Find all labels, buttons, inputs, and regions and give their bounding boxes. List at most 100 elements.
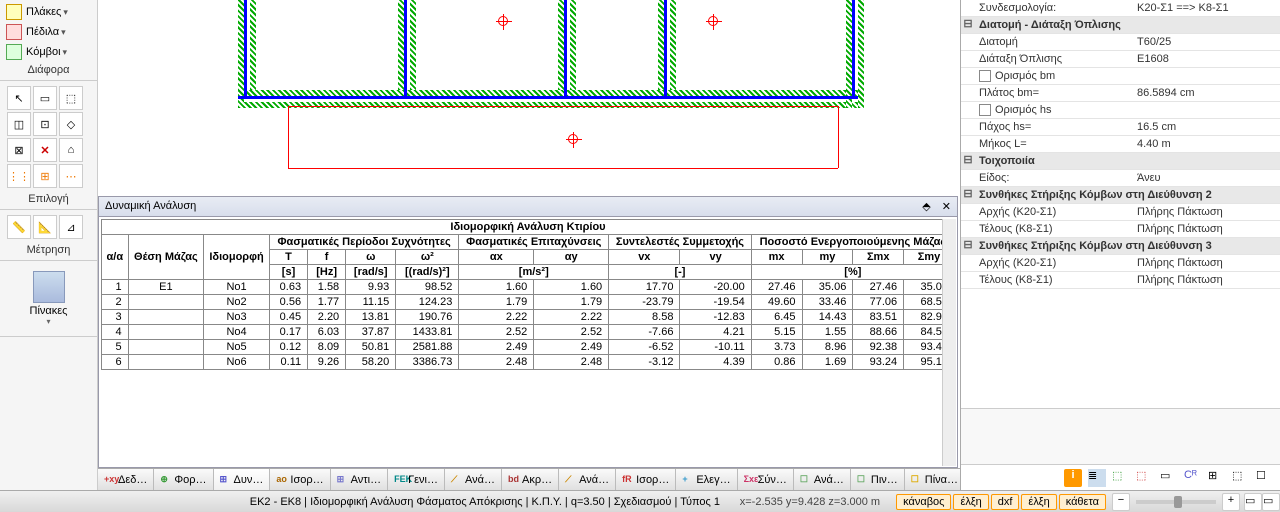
status-toggle[interactable]: έλξη	[953, 494, 988, 510]
bottom-tab[interactable]: bdΑκρ…	[502, 469, 559, 490]
analysis-table: Ιδιομορφική Ανάλυση Κτιρίου α/α Θέση Μάζ…	[101, 219, 955, 370]
tool-arrow[interactable]: ↖	[7, 86, 31, 110]
bottom-tab[interactable]: ⊕Φορ…	[154, 469, 213, 490]
rb-icon-1[interactable]: ≣	[1088, 469, 1106, 487]
zoom-slider[interactable]	[1136, 500, 1216, 504]
tool-g3[interactable]: ⋯	[59, 164, 83, 188]
panel-close-icon[interactable]: ✕	[942, 201, 951, 213]
tool-g1[interactable]: ⋮⋮	[7, 164, 31, 188]
node-icon	[568, 134, 578, 144]
bottom-tab[interactable]: ⟋Ανά…	[559, 469, 616, 490]
rb-icon-7[interactable]: ⬚	[1232, 469, 1250, 487]
rb-icon-2[interactable]: ⬚	[1112, 469, 1130, 487]
bottom-tab[interactable]: ☐Πίνα…	[905, 469, 960, 490]
property-row[interactable]: Τέλους (Κ8-Σ1)Πλήρης Πάκτωση	[961, 221, 1280, 238]
properties-panel: Συνδεσμολογία:Κ20-Σ1 ==> Κ8-Σ1⊟Διατομή -…	[960, 0, 1280, 490]
pedila-menu[interactable]: Πέδιλα	[4, 22, 93, 42]
zoom-out-icon[interactable]: −	[1112, 493, 1130, 511]
bottom-tab[interactable]: ⟋Ανά…	[445, 469, 502, 490]
property-group[interactable]: ⊟Διατομή - Διάταξη Όπλισης	[961, 17, 1280, 34]
tool-b4[interactable]: ◫	[7, 112, 31, 136]
property-row[interactable]: Ορισμός hs	[961, 102, 1280, 119]
zoom-in-icon[interactable]: +	[1222, 493, 1240, 511]
table-row[interactable]: 6No60.119.2658.203386.732.482.48-3.124.3…	[102, 355, 955, 370]
tool-b7[interactable]: ⊠	[7, 138, 31, 162]
tool-delete[interactable]: ✕	[33, 138, 57, 162]
tool-b9[interactable]: ⌂	[59, 138, 83, 162]
table-row[interactable]: 1E1No10.631.589.9398.521.601.6017.70-20.…	[102, 280, 955, 295]
bottom-tab[interactable]: FEKΓενι…	[388, 469, 445, 490]
drawing-canvas[interactable]	[98, 0, 960, 200]
property-group[interactable]: ⊟Τοιχοποιία	[961, 153, 1280, 170]
status-bar: EK2 - EK8 | Ιδιομορφική Ανάλυση Φάσματος…	[0, 490, 1280, 512]
tool-b5[interactable]: ⊡	[33, 112, 57, 136]
property-group[interactable]: ⊟Συνθήκες Στήριξης Κόμβων στη Διεύθυνση …	[961, 238, 1280, 255]
property-row[interactable]: Αρχής (Κ20-Σ1)Πλήρης Πάκτωση	[961, 204, 1280, 221]
pinakes-button[interactable]: Πίνακες ▾	[4, 263, 93, 334]
table-row[interactable]: 4No40.176.0337.871433.812.522.52-7.664.2…	[102, 325, 955, 340]
node-icon	[708, 16, 718, 26]
rb-icon-8[interactable]: ☐	[1256, 469, 1274, 487]
property-row[interactable]: Μήκος L=4.40 m	[961, 136, 1280, 153]
rb-icon-6[interactable]: ⊞	[1208, 469, 1226, 487]
measure-tools: 📏 📐 ⊿	[4, 212, 93, 242]
rb-icon-3[interactable]: ⬚	[1136, 469, 1154, 487]
bottom-tab[interactable]: aoΙσορ…	[270, 469, 330, 490]
tool-b3[interactable]: ⬚	[59, 86, 83, 110]
bottom-tab[interactable]: +xyΔεδ…	[98, 469, 154, 490]
pinakes-label: Πίνακες	[8, 305, 89, 317]
epilogi-label: Επιλογή	[4, 191, 93, 207]
measure-b1[interactable]: 📏	[7, 215, 31, 239]
left-toolbar: Πλάκες Πέδιλα Κόμβοι Διάφορα ↖ ▭ ⬚ ◫ ⊡ ◇…	[0, 0, 98, 490]
table-row[interactable]: 5No50.128.0950.812581.882.492.49-6.52-10…	[102, 340, 955, 355]
property-row[interactable]: Πλάτος bm=86.5894 cm	[961, 85, 1280, 102]
tool-b6[interactable]: ◇	[59, 112, 83, 136]
status-toggle[interactable]: κάναβος	[896, 494, 951, 510]
bottom-tab[interactable]: +Ελεγ…	[676, 469, 737, 490]
table-icon	[33, 271, 65, 303]
property-row[interactable]: ΔιατομήT60/25	[961, 34, 1280, 51]
plakes-menu[interactable]: Πλάκες	[4, 2, 93, 22]
property-row[interactable]: Πάχος hs=16.5 cm	[961, 119, 1280, 136]
st-icon-2[interactable]: ▭	[1262, 493, 1280, 511]
bottom-tabs: +xyΔεδ…⊕Φορ…⊞Δυν…aoΙσορ…⊞Αντι…FEKΓενι…⟋Α…	[98, 468, 960, 490]
info-icon[interactable]: i	[1064, 469, 1082, 487]
table-title: Ιδιομορφική Ανάλυση Κτιρίου	[102, 220, 955, 235]
rb-icon-4[interactable]: ▭	[1160, 469, 1178, 487]
property-description	[961, 408, 1280, 464]
measure-b3[interactable]: ⊿	[59, 215, 83, 239]
tool-g2[interactable]: ⊞	[33, 164, 57, 188]
bottom-tab[interactable]: ☐Ανά…	[794, 469, 851, 490]
bottom-tab[interactable]: ⊞Αντι…	[331, 469, 388, 490]
status-title: EK2 - EK8 | Ιδιομορφική Ανάλυση Φάσματος…	[240, 496, 730, 508]
rb-icon-5[interactable]: Cᴿ	[1184, 469, 1202, 487]
bottom-tab[interactable]: ⊞Δυν…	[214, 469, 271, 490]
property-group[interactable]: ⊟Συνθήκες Στήριξης Κόμβων στη Διεύθυνση …	[961, 187, 1280, 204]
bottom-tab[interactable]: ΣxεΣύν…	[738, 469, 794, 490]
diafora-label: Διάφορα	[4, 62, 93, 78]
property-row[interactable]: Αρχής (Κ20-Σ1)Πλήρης Πάκτωση	[961, 255, 1280, 272]
node-icon	[498, 16, 508, 26]
selection-tools: ↖ ▭ ⬚ ◫ ⊡ ◇ ⊠ ✕ ⌂ ⋮⋮ ⊞ ⋯	[4, 83, 93, 191]
table-row[interactable]: 3No30.452.2013.81190.762.222.228.58-12.8…	[102, 310, 955, 325]
komvoi-menu[interactable]: Κόμβοι	[4, 42, 93, 62]
property-row[interactable]: Συνδεσμολογία:Κ20-Σ1 ==> Κ8-Σ1	[961, 0, 1280, 17]
bottom-tab[interactable]: ☐Πιν…	[851, 469, 905, 490]
panel-scrollbar[interactable]	[942, 219, 956, 466]
property-row[interactable]: Είδος:Άνευ	[961, 170, 1280, 187]
property-row[interactable]: Τέλους (Κ8-Σ1)Πλήρης Πάκτωση	[961, 272, 1280, 289]
status-toggle[interactable]: κάθετα	[1059, 494, 1106, 510]
dynamic-analysis-panel: Δυναμική Ανάλυση ⬘ ✕ Ιδιομορφική Ανάλυση…	[98, 196, 958, 468]
bottom-tab[interactable]: fRΙσορ…	[616, 469, 676, 490]
measure-b2[interactable]: 📐	[33, 215, 57, 239]
property-row[interactable]: Ορισμός bm	[961, 68, 1280, 85]
status-toggle[interactable]: έλξη	[1021, 494, 1056, 510]
property-row[interactable]: Διάταξη ΌπλισηςΕ1608	[961, 51, 1280, 68]
tool-b2[interactable]: ▭	[33, 86, 57, 110]
st-icon-1[interactable]: ▭	[1244, 493, 1262, 511]
panel-pin-icon[interactable]: ⬘	[922, 201, 930, 213]
status-toggle[interactable]: dxf	[991, 494, 1020, 510]
metrisi-label: Μέτρηση	[4, 242, 93, 258]
table-row[interactable]: 2No20.561.7711.15124.231.791.79-23.79-19…	[102, 295, 955, 310]
property-grid: Συνδεσμολογία:Κ20-Σ1 ==> Κ8-Σ1⊟Διατομή -…	[961, 0, 1280, 289]
